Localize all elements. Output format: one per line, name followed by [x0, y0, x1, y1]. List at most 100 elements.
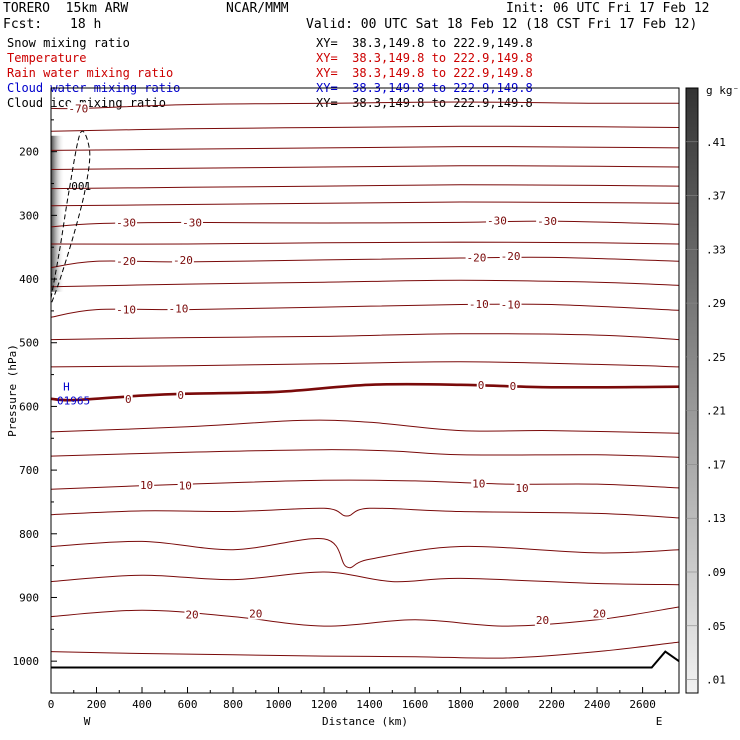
legend-xy-cloud-ice: XY= 38.3,149.8 to 222.9,149.8: [316, 96, 533, 110]
isotherm-line: [50, 641, 680, 659]
isotherm-layer: [50, 101, 680, 659]
x-tick-label: 2000: [493, 698, 520, 711]
contour-label: 20: [593, 607, 606, 620]
x-tick-label: 800: [223, 698, 243, 711]
isotherm-line: [50, 382, 680, 402]
contour-label: -20: [467, 251, 487, 264]
contour-label-bg: [115, 255, 137, 268]
contour-label: -10: [469, 298, 489, 311]
x-tick-label: 400: [132, 698, 152, 711]
terrain-layer: [51, 650, 680, 669]
colorbar-label: .25: [706, 351, 726, 364]
isotherm-line: [50, 571, 680, 586]
contour-label: -10: [501, 299, 521, 312]
contour-label-bg: [467, 297, 490, 310]
contour-label-bg: [471, 477, 487, 490]
x-tick-label: 200: [87, 698, 107, 711]
cloud-ice-shading-layer: [51, 135, 65, 292]
isotherm-line: [50, 165, 680, 170]
contour-label-bg: [115, 303, 137, 316]
contour-label-bg: [486, 214, 508, 227]
colorbar-label: .33: [706, 243, 726, 256]
x-tick-label: 1600: [402, 698, 429, 711]
contour-label-bg: [167, 302, 190, 315]
contour-label-bg: [177, 479, 193, 492]
x-tick-label: 2400: [584, 698, 611, 711]
contour-label: -30: [182, 216, 202, 229]
contour-label: 10: [140, 479, 153, 492]
contour-label: 0: [177, 389, 184, 402]
contour-label-bg: [181, 216, 203, 229]
contour-label: -10: [116, 304, 136, 317]
contour-label-bg: [138, 478, 155, 491]
x-tick-label: 1400: [356, 698, 383, 711]
cloud-water-max-value: 01965: [57, 394, 90, 407]
isotherm-line: [50, 184, 680, 190]
cloud-ice-shading: [51, 135, 65, 292]
contour-label-bg: [172, 253, 194, 266]
y-tick-label: 1000: [13, 655, 40, 668]
contour-label-bg: [514, 481, 530, 494]
isotherm-line: [50, 333, 680, 341]
isotherm-line: [50, 606, 680, 627]
y-tick-label: 300: [19, 209, 39, 222]
colorbar-gradient: [685, 87, 699, 694]
cloud-ice-contour-label: .001: [65, 180, 92, 193]
contour-label-bg: [115, 216, 137, 229]
contour-label: 20: [536, 614, 549, 627]
colorbar-label: .41: [706, 136, 726, 149]
contour-label: 10: [515, 482, 528, 495]
x-tick-label: 1000: [265, 698, 292, 711]
contour-label-bg: [499, 298, 522, 311]
colorbar: g kg⁻¹ .41 .37 .33 .29 .25 .21 .17 .13 .09 .05 .01: [685, 84, 740, 694]
model-title: TORERO 15km ARW: [3, 1, 129, 16]
legend-name-cloud-water: Cloud water mixing ratio: [7, 81, 181, 95]
isotherm-line: [50, 201, 680, 207]
x-axis-west-label: W: [84, 715, 91, 728]
contour-label-bg: [534, 613, 551, 626]
contour-label-bg: [508, 380, 518, 393]
y-axis-title: Pressure (hPa): [6, 344, 19, 437]
x-axis-east-label: E: [656, 715, 663, 728]
colorbar-label: .37: [706, 190, 726, 203]
init-time: Init: 06 UTC Fri 17 Feb 12: [506, 1, 710, 16]
colorbar-label: .09: [706, 566, 726, 579]
cloud-water-max-marker: H: [63, 380, 70, 393]
contour-label-bg: [476, 378, 486, 391]
contour-label-bg: [184, 608, 200, 621]
y-tick-label: 700: [19, 464, 39, 477]
x-tick-label: 600: [178, 698, 198, 711]
x-tick-label: 2600: [629, 698, 656, 711]
legend-xy-rain: XY= 38.3,149.8 to 222.9,149.8: [316, 66, 533, 80]
isotherm-line: [50, 449, 680, 458]
organization-label: NCAR/MMM: [226, 1, 289, 16]
colorbar-label: .17: [706, 458, 726, 471]
legend-name-rain: Rain water mixing ratio: [7, 66, 174, 80]
plot-frame: [50, 87, 680, 694]
isotherm-line: [50, 101, 680, 110]
contour-label-bg: [67, 102, 90, 115]
contour-label: 0: [125, 393, 132, 406]
contour-label-bg: [124, 392, 133, 405]
x-tick-label: 0: [48, 698, 55, 711]
contour-label: 20: [185, 609, 198, 622]
isotherm-line: [50, 507, 680, 519]
isotherm-line: [50, 125, 680, 132]
contour-label-bg: [465, 251, 488, 264]
contour-label-bg: [248, 607, 264, 620]
isotherm-line: [50, 241, 680, 245]
contour-label: -20: [116, 255, 136, 268]
terrain-line: [51, 650, 680, 669]
x-tick-label: 1800: [447, 698, 474, 711]
colorbar-label: .21: [706, 405, 726, 418]
cloud-ice-contour: [50, 130, 91, 305]
legend-xy-temperature: XY= 38.3,149.8 to 222.9,149.8: [316, 51, 533, 65]
legend-name-temperature: Temperature: [7, 51, 87, 65]
y-tick-label: 500: [19, 337, 39, 350]
contour-label-layer: -70 -30 -30 -30 -30 -20 -20 -20 -20 -10 -10 -10 -10 0…: [57, 102, 607, 627]
isotherm-line: [50, 146, 680, 151]
x-tick-label: 2200: [538, 698, 565, 711]
contour-label: -70: [68, 102, 88, 115]
isotherm-line: [50, 279, 680, 288]
